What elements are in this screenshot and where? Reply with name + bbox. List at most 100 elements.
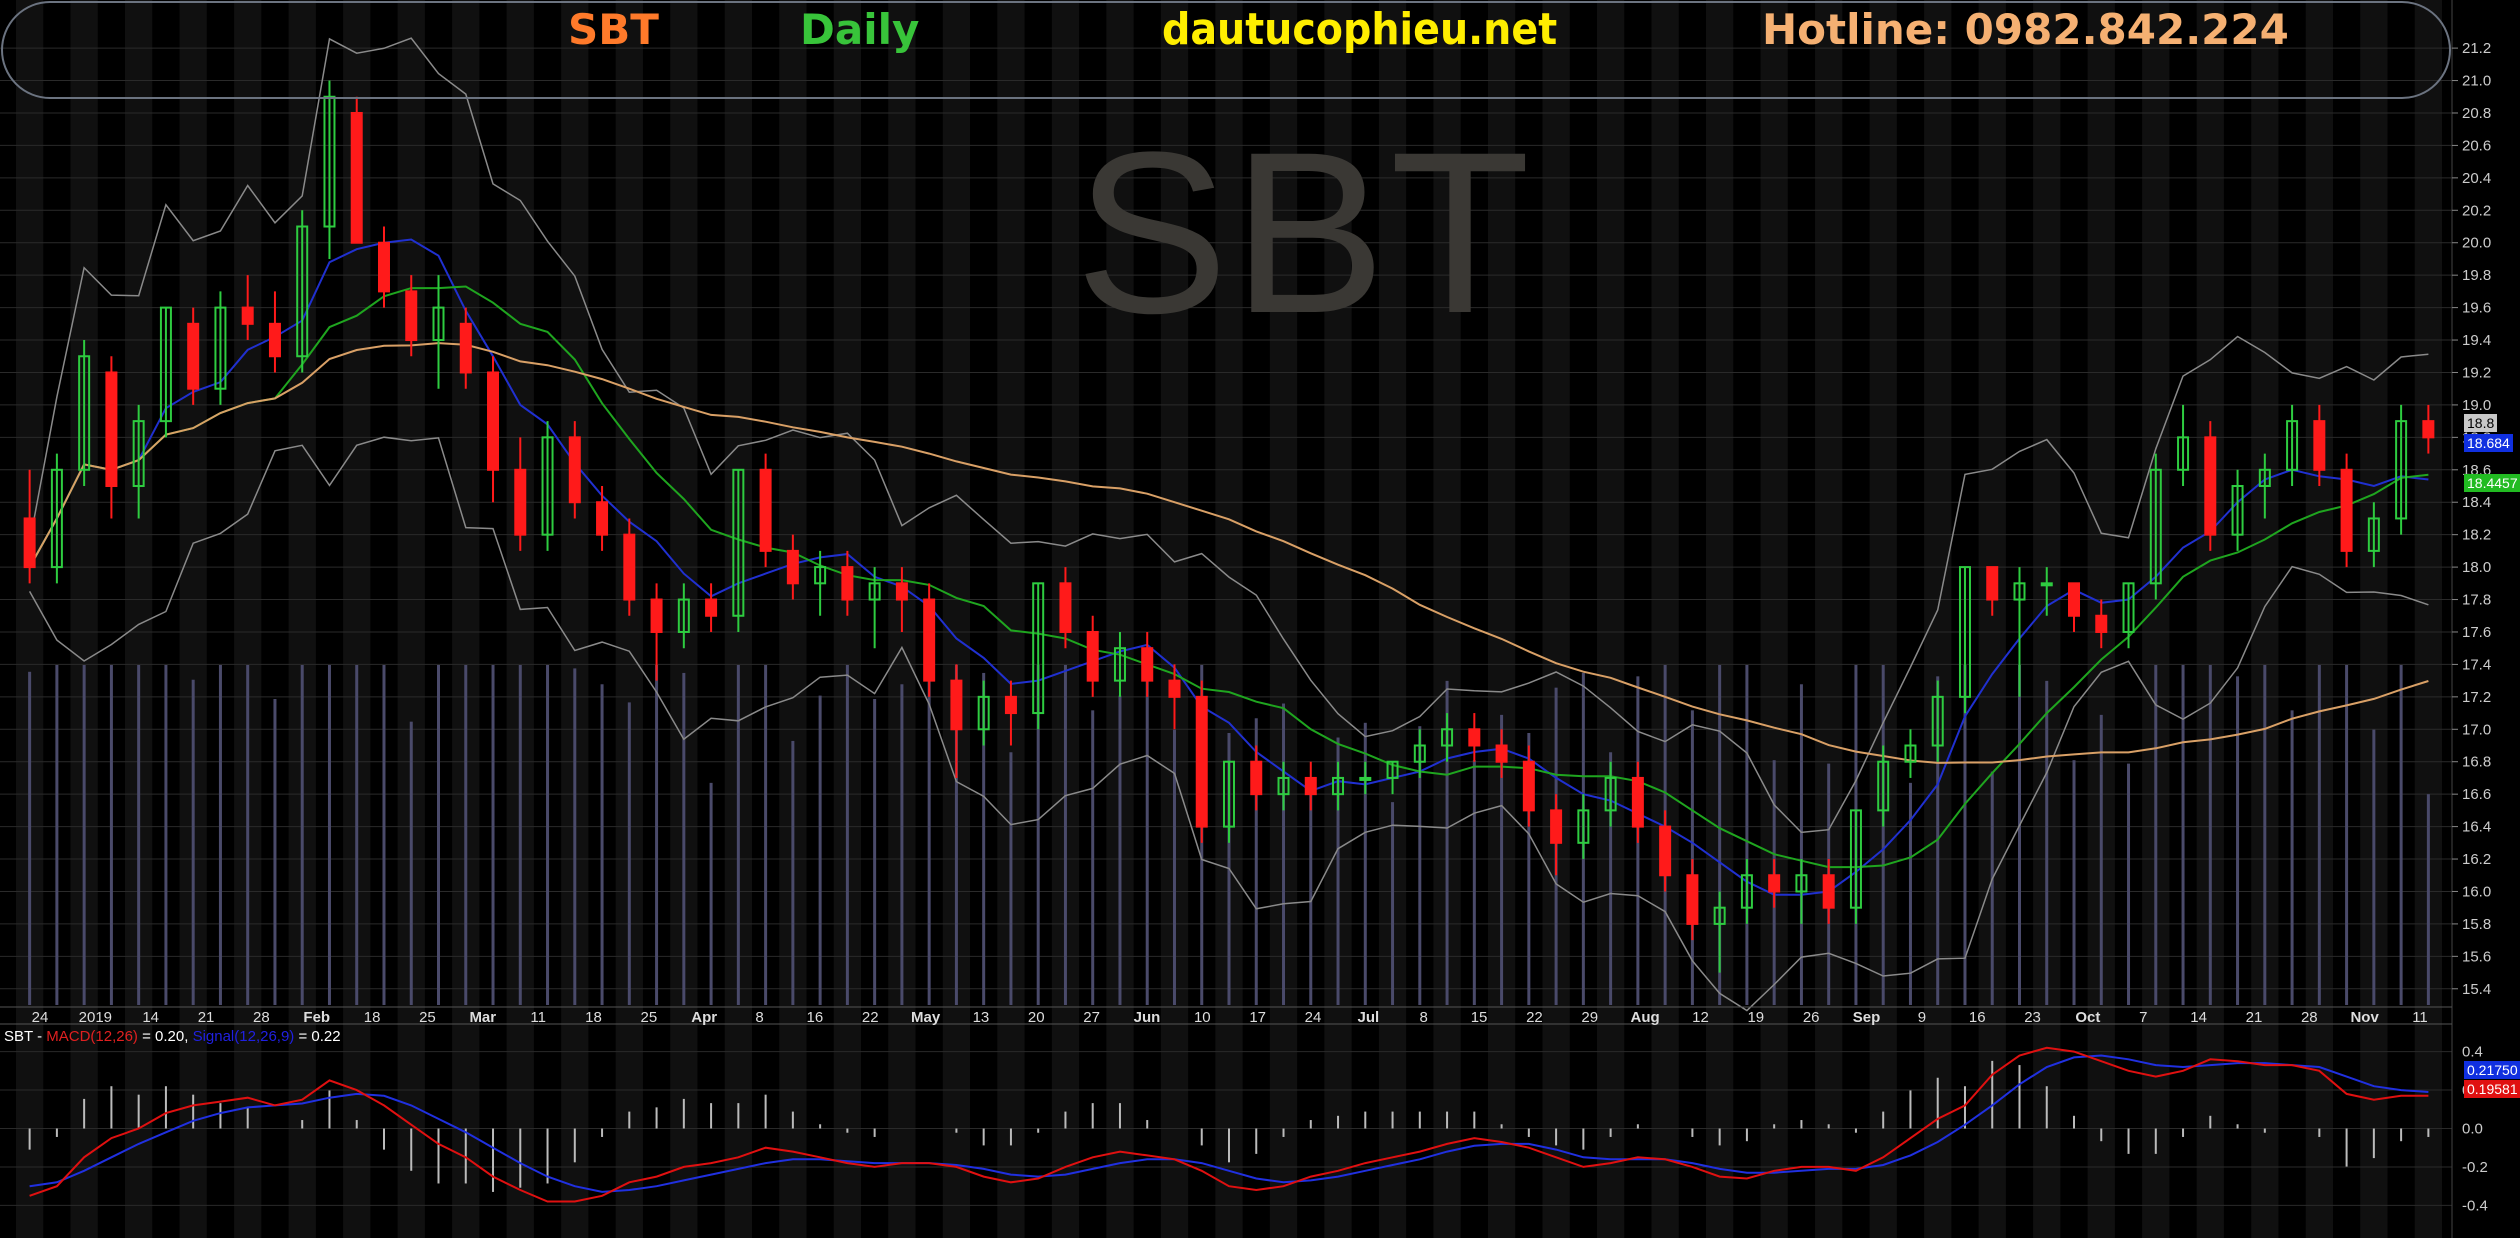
price-tick-label: 20.2 xyxy=(2462,202,2491,219)
candle-down xyxy=(268,322,281,358)
candle-down xyxy=(1659,825,1672,877)
date-tick-label: 16 xyxy=(807,1009,824,1026)
macd-tick-label: -0.2 xyxy=(2462,1159,2488,1176)
candle-down xyxy=(1250,760,1263,796)
volume-bar xyxy=(600,684,604,1005)
candle-up xyxy=(868,582,881,601)
volume-bar xyxy=(1363,722,1367,1005)
date-tick-label: 29 xyxy=(1581,1009,1598,1026)
candle-up xyxy=(2122,582,2135,633)
column-band xyxy=(997,0,1025,1238)
volume-bar xyxy=(109,665,113,1005)
candle-up xyxy=(1359,776,1372,781)
macd-tick-label: 0.4 xyxy=(2462,1044,2483,1061)
candle-up xyxy=(296,225,309,358)
date-tick-label: 16 xyxy=(1969,1009,1986,1026)
candle-down xyxy=(1468,728,1481,747)
volume-bar xyxy=(2181,665,2185,1005)
volume-bar xyxy=(2399,665,2403,1005)
date-tick-label: Jul xyxy=(1358,1009,1380,1026)
candle-up xyxy=(1386,760,1399,779)
date-tick-label: 12 xyxy=(1692,1009,1709,1026)
volume-bar xyxy=(764,665,768,1005)
ma-mid-line xyxy=(28,285,2429,869)
candle-up xyxy=(1713,906,1726,925)
candle-up xyxy=(432,306,445,342)
volume-bar xyxy=(1690,710,1694,1005)
header-ticker: SBT xyxy=(568,5,659,54)
volume-bar xyxy=(437,665,441,1005)
candle-down xyxy=(759,468,772,552)
column-band xyxy=(1596,0,1625,1238)
column-band xyxy=(615,0,643,1238)
price-tick-label: 17.6 xyxy=(2462,624,2491,641)
volume-bar xyxy=(2099,714,2103,1005)
column-band xyxy=(452,0,480,1238)
candle-down xyxy=(377,241,390,293)
date-tick-label: 17 xyxy=(1249,1009,1266,1026)
header-hotline: Hotline: 0982.842.224 xyxy=(1762,5,2289,54)
volume-bar xyxy=(191,679,195,1005)
price-tick-label: 17.8 xyxy=(2462,592,2491,609)
candle-up xyxy=(677,598,690,633)
date-tick-label: 2019 xyxy=(79,1009,112,1026)
volume-bar xyxy=(2290,710,2294,1005)
volume-bar xyxy=(900,684,904,1005)
volume-bar xyxy=(2317,665,2321,1005)
date-tick-label: 26 xyxy=(1803,1009,1820,1026)
candle-down xyxy=(2068,582,2081,617)
volume-bar xyxy=(927,671,931,1005)
date-tick-label: Feb xyxy=(303,1009,330,1026)
price-tick-label: 16.4 xyxy=(2462,819,2491,836)
volume-bar xyxy=(518,665,522,1005)
price-tick-label: 16.6 xyxy=(2462,786,2491,803)
volume-bar xyxy=(1963,665,1967,1005)
candle-up xyxy=(1032,582,1045,715)
candle-up xyxy=(1223,760,1235,828)
volume-bar xyxy=(1172,729,1176,1005)
price-tick-label: 18.4 xyxy=(2462,494,2491,511)
candle-up xyxy=(2177,436,2190,471)
volume-bar xyxy=(28,671,32,1005)
column-band xyxy=(125,0,153,1238)
candle-up xyxy=(1441,728,1454,747)
price-tick-label: 15.6 xyxy=(2462,948,2491,965)
macd-legend-signal-value: = 0.22 xyxy=(294,1028,341,1045)
volume-bar xyxy=(1254,718,1258,1005)
candle-up xyxy=(2258,468,2271,488)
volume-bar xyxy=(273,699,277,1005)
volume-bar xyxy=(1036,665,1040,1005)
candle-up xyxy=(2395,420,2408,520)
candle-up xyxy=(323,95,336,228)
date-tick-label: 21 xyxy=(198,1009,215,1026)
column-band xyxy=(942,0,971,1238)
candle-up xyxy=(132,420,145,488)
date-tick-label: 24 xyxy=(32,1009,49,1026)
candle-down xyxy=(2313,420,2326,471)
column-band xyxy=(833,0,862,1238)
candle-up xyxy=(1277,776,1290,796)
column-band xyxy=(1269,0,1298,1238)
volume-bar xyxy=(1091,710,1095,1005)
macd-tick-label: -0.4 xyxy=(2462,1197,2488,1214)
price-tick-label: 15.8 xyxy=(2462,916,2491,933)
header-period: Daily xyxy=(800,5,920,54)
header-site[interactable]: dautucophieu.net xyxy=(1162,4,1558,55)
candle-down xyxy=(1986,566,1999,601)
column-band xyxy=(506,0,534,1238)
price-tag-close: 18.8 xyxy=(2464,414,2498,432)
macd-tag-macd: 0.21750 xyxy=(2464,1061,2520,1079)
column-band xyxy=(1487,0,1516,1238)
column-band xyxy=(70,0,98,1238)
macd-legend-prefix: SBT - xyxy=(4,1028,47,1045)
volume-bar xyxy=(246,665,250,1005)
volume-bar xyxy=(845,665,849,1005)
date-tick-label: Nov xyxy=(2350,1009,2379,1026)
date-tick-label: 25 xyxy=(419,1009,436,1026)
price-tick-label: 20.0 xyxy=(2462,235,2491,252)
price-tick-label: 17.0 xyxy=(2462,721,2491,738)
price-tick-label: 19.8 xyxy=(2462,267,2491,284)
volume-bar xyxy=(464,665,468,1005)
date-tick-label: 19 xyxy=(1747,1009,1764,1026)
